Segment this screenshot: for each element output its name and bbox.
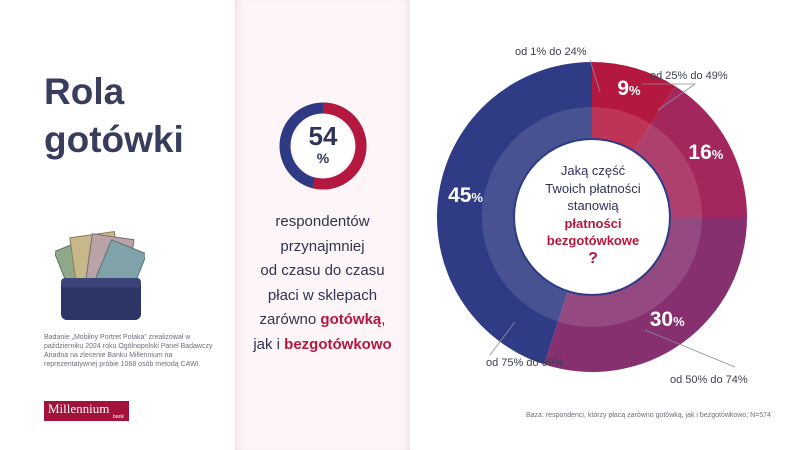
- slice-value-label: 30%: [649, 307, 685, 333]
- stat-ring-arc: [312, 102, 367, 190]
- page-title: Rola gotówki: [44, 68, 184, 164]
- slice-unit: %: [629, 83, 641, 99]
- category-leader-line: [589, 59, 601, 93]
- stat-line-1: respondentów: [275, 213, 370, 230]
- question-line-1: Jaką część: [560, 163, 626, 178]
- stat-line-3: od czasu do czasu: [260, 262, 385, 279]
- question-mark: ?: [588, 249, 598, 267]
- donut-chart: [436, 59, 747, 372]
- base-note: Baza: respondenci, którzy płacą zarówno …: [526, 412, 771, 419]
- donut-inner-band: [482, 107, 702, 327]
- millennium-logo: Millennium bank: [44, 401, 129, 421]
- slice-value: 30: [649, 307, 674, 331]
- stat-ring: 54 %: [278, 101, 368, 191]
- category-leader-line: [642, 83, 697, 111]
- slice-value: 16: [688, 141, 712, 165]
- slice-value: 45: [448, 183, 472, 207]
- donut-slice: [544, 217, 747, 372]
- stat-unit: %: [316, 150, 330, 166]
- title-line-2: gotówki: [44, 119, 184, 160]
- category-leader-line: [489, 321, 516, 356]
- question-accent-1: płatności: [564, 215, 622, 231]
- stat-line-6: jak i bezgotówkowo: [240, 333, 405, 358]
- middle-panel: [235, 0, 410, 450]
- category-label: od 25% do 49%: [650, 70, 728, 82]
- category-label: od 75% do 99%: [486, 357, 564, 369]
- slice-value-label: 9%: [617, 78, 640, 102]
- stat-value: 54: [308, 121, 338, 151]
- slice-value-label: 16%: [688, 142, 723, 166]
- category-label: od 1% do 24%: [515, 46, 587, 58]
- slice-value-label: 45%: [448, 183, 483, 209]
- stat-accent-cashless: bezgotówkowo: [284, 335, 392, 353]
- category-label: od 50% do 74%: [670, 374, 748, 386]
- survey-note: Badanie „Mobilny Portret Polaka” zrealiz…: [44, 334, 213, 368]
- stat-line-2: przynajmniej: [280, 237, 365, 255]
- donut-center-question: Jaką część Twoich płatności stanowią pła…: [528, 162, 658, 268]
- left-panel: [0, 0, 235, 450]
- stat-ring-hole: [293, 116, 353, 176]
- stat-line-4: płaci w sklepach: [267, 286, 378, 304]
- title-line-1: Rola: [44, 71, 125, 112]
- stat-description: respondentów przynajmniej od czasu do cz…: [240, 210, 405, 357]
- donut-slice: [436, 62, 592, 365]
- slice-unit: %: [711, 147, 724, 163]
- question-line-2: Twoich płatności: [545, 180, 641, 196]
- slice-unit: %: [673, 313, 685, 329]
- stat-ring-graphic: [279, 102, 367, 190]
- stat-line-5-prefix: zarówno: [259, 311, 321, 328]
- slice-unit: %: [471, 189, 483, 205]
- question-accent-2: bezgotówkowe: [546, 233, 640, 248]
- stat-line-6-prefix: jak i: [253, 335, 285, 353]
- stat-line-5: zarówno gotówką,: [240, 308, 405, 333]
- stat-line-5-suffix: ,: [381, 311, 386, 328]
- slice-value: 9: [617, 77, 629, 101]
- donut-hole: [513, 138, 671, 296]
- donut-slice: [633, 86, 747, 217]
- stat-accent-cash: gotówką: [320, 311, 382, 328]
- wallet-with-banknotes-image: [55, 231, 145, 320]
- logo-name: Millennium: [48, 401, 110, 416]
- category-leader-line: [644, 329, 736, 368]
- question-line-3: stanowią: [567, 198, 619, 213]
- logo-sub: bank: [113, 414, 124, 420]
